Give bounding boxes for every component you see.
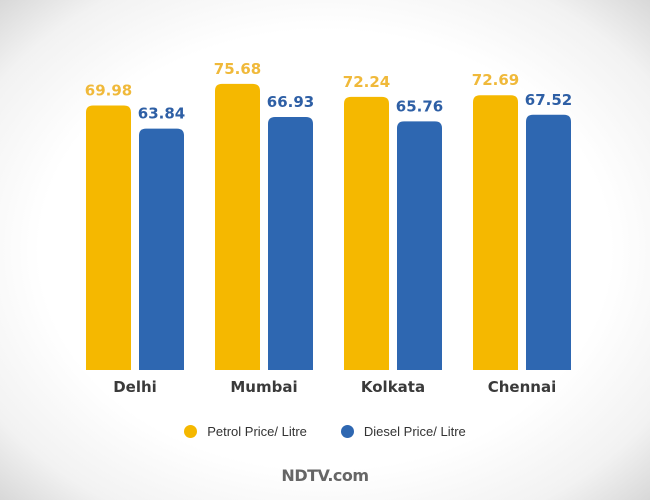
petrol-bar-chennai [473,95,518,370]
petrol-legend-label: Petrol Price/ Litre [207,424,307,439]
legend-item-diesel: Diesel Price/ Litre [340,424,466,439]
petrol-legend-marker [184,425,198,438]
diesel-bar-delhi [139,128,184,370]
diesel-value-label-kolkata: 65.76 [396,97,443,115]
legend-item-petrol: Petrol Price/ Litre [184,424,307,439]
category-label-mumbai: Mumbai [230,378,297,396]
petrol-value-label-delhi: 69.98 [85,81,132,99]
legend: Petrol Price/ Litre Diesel Price/ Litre [0,424,650,439]
category-label-delhi: Delhi [113,378,157,396]
diesel-value-label-mumbai: 66.93 [267,93,314,111]
bar-chart: 69.98 63.84 Delhi 75.68 66.93 Mumbai 72.24 65.7… [85,60,572,396]
diesel-value-label-chennai: 67.52 [525,91,572,109]
category-label-kolkata: Kolkata [361,378,425,396]
diesel-bar-chennai [526,114,571,370]
petrol-value-label-kolkata: 72.24 [343,73,390,91]
diesel-value-label-delhi: 63.84 [138,105,185,123]
petrol-bar-kolkata [344,96,389,370]
diesel-bar-mumbai [268,117,313,370]
ndtv-logo: NDTV.com [281,466,369,485]
petrol-value-label-mumbai: 75.68 [214,60,261,78]
diesel-legend-marker [340,425,354,438]
petrol-bar-mumbai [215,83,260,371]
petrol-value-label-chennai: 72.69 [472,71,519,89]
diesel-bar-kolkata [397,121,442,370]
diesel-legend-label: Diesel Price/ Litre [363,424,466,439]
petrol-bar-delhi [86,105,131,371]
category-label-chennai: Chennai [488,378,556,396]
